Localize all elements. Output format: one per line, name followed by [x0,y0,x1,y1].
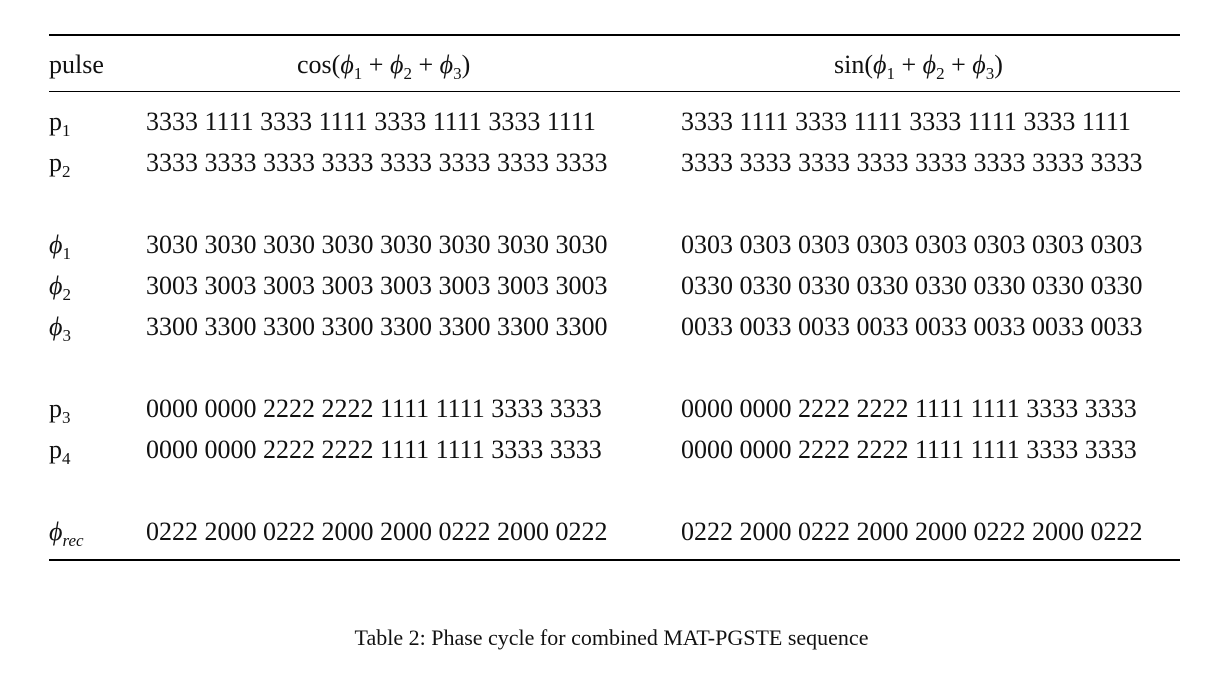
row-cos-value: 0000 0000 2222 2222 1111 1111 3333 3333 [146,435,602,464]
row-sin-value: 3333 1111 3333 1111 3333 1111 3333 1111 [681,107,1131,136]
header-phi: ϕ [972,50,986,79]
row-sin-value: 0330 0330 0330 0330 0330 0330 0330 0330 [681,271,1143,300]
table-header-rule [49,91,1180,92]
row-cos-value: 3030 3030 3030 3030 3030 3030 3030 3030 [146,230,608,259]
row-sin-value: 0000 0000 2222 2222 1111 1111 3333 3333 [681,435,1137,464]
header-plus: + [894,50,923,79]
header-sub: 2 [403,64,412,83]
header-close: ) [994,50,1003,79]
header-phi: ϕ [873,50,887,79]
row-sin-value: 0033 0033 0033 0033 0033 0033 0033 0033 [681,312,1143,341]
header-sin-fn: sin( [834,50,873,79]
row-cos-value: 0000 0000 2222 2222 1111 1111 3333 3333 [146,394,602,423]
header-sub: 3 [985,64,995,83]
row-label-base: p [49,394,62,423]
row-label: p4 [49,435,71,468]
header-sub: 1 [353,64,363,83]
row-label-sub: 2 [62,285,71,304]
row-label: ϕ2 [49,271,71,304]
row-label-sub: 4 [62,449,71,468]
row-label-sub: 1 [62,244,71,263]
row-label: p1 [49,107,71,140]
table-caption: Table 2: Phase cycle for combined MAT-PG… [354,625,869,650]
row-sin-value: 0222 2000 0222 2000 2000 0222 2000 0222 [681,517,1143,546]
row-cos-value: 3003 3003 3003 3003 3003 3003 3003 3003 [146,271,608,300]
header-sub: 2 [936,64,945,83]
row-label: ϕrec [49,517,84,550]
row-label-sub: 2 [62,162,71,181]
header-plus: + [411,50,440,79]
header-cos-fn: cos( [297,50,341,79]
row-cos-value: 3333 1111 3333 1111 3333 1111 3333 1111 [146,107,596,136]
header-plus: + [944,50,973,79]
row-label-base: ϕ [49,517,63,546]
row-label: ϕ3 [49,312,71,345]
table-top-rule [49,34,1180,36]
header-cos: cos(ϕ1 + ϕ2 + ϕ3) [297,50,470,83]
row-label-base: p [49,435,62,464]
table-bottom-rule [49,559,1180,561]
row-cos-value: 3333 3333 3333 3333 3333 3333 3333 3333 [146,148,608,177]
header-close: ) [461,50,471,79]
header-sin: sin(ϕ1 + ϕ2 + ϕ3) [834,50,1003,83]
header-sub: 1 [886,64,895,83]
row-label-base: ϕ [49,230,63,259]
row-sin-value: 3333 3333 3333 3333 3333 3333 3333 3333 [681,148,1143,177]
row-label-sub: rec [62,531,84,550]
header-pulse: pulse [49,50,104,79]
header-sub: 3 [453,64,462,83]
row-label-sub: 1 [62,121,71,140]
header-phi: ϕ [340,50,354,79]
row-sin-value: 0303 0303 0303 0303 0303 0303 0303 0303 [681,230,1143,259]
row-cos-value: 0222 2000 0222 2000 2000 0222 2000 0222 [146,517,608,546]
row-label-base: p [49,148,62,177]
row-label-base: p [49,107,62,136]
header-phi: ϕ [439,50,454,79]
row-label-base: ϕ [49,271,63,300]
row-label-base: ϕ [49,312,63,341]
row-cos-value: 3300 3300 3300 3300 3300 3300 3300 3300 [146,312,608,341]
header-phi: ϕ [922,50,937,79]
row-label-sub: 3 [62,326,71,345]
header-phi: ϕ [389,50,404,79]
row-label: p2 [49,148,71,181]
row-label-sub: 3 [62,408,71,427]
row-label: p3 [49,394,71,427]
header-plus: + [362,50,390,79]
row-label: ϕ1 [49,230,71,263]
row-sin-value: 0000 0000 2222 2222 1111 1111 3333 3333 [681,394,1137,423]
